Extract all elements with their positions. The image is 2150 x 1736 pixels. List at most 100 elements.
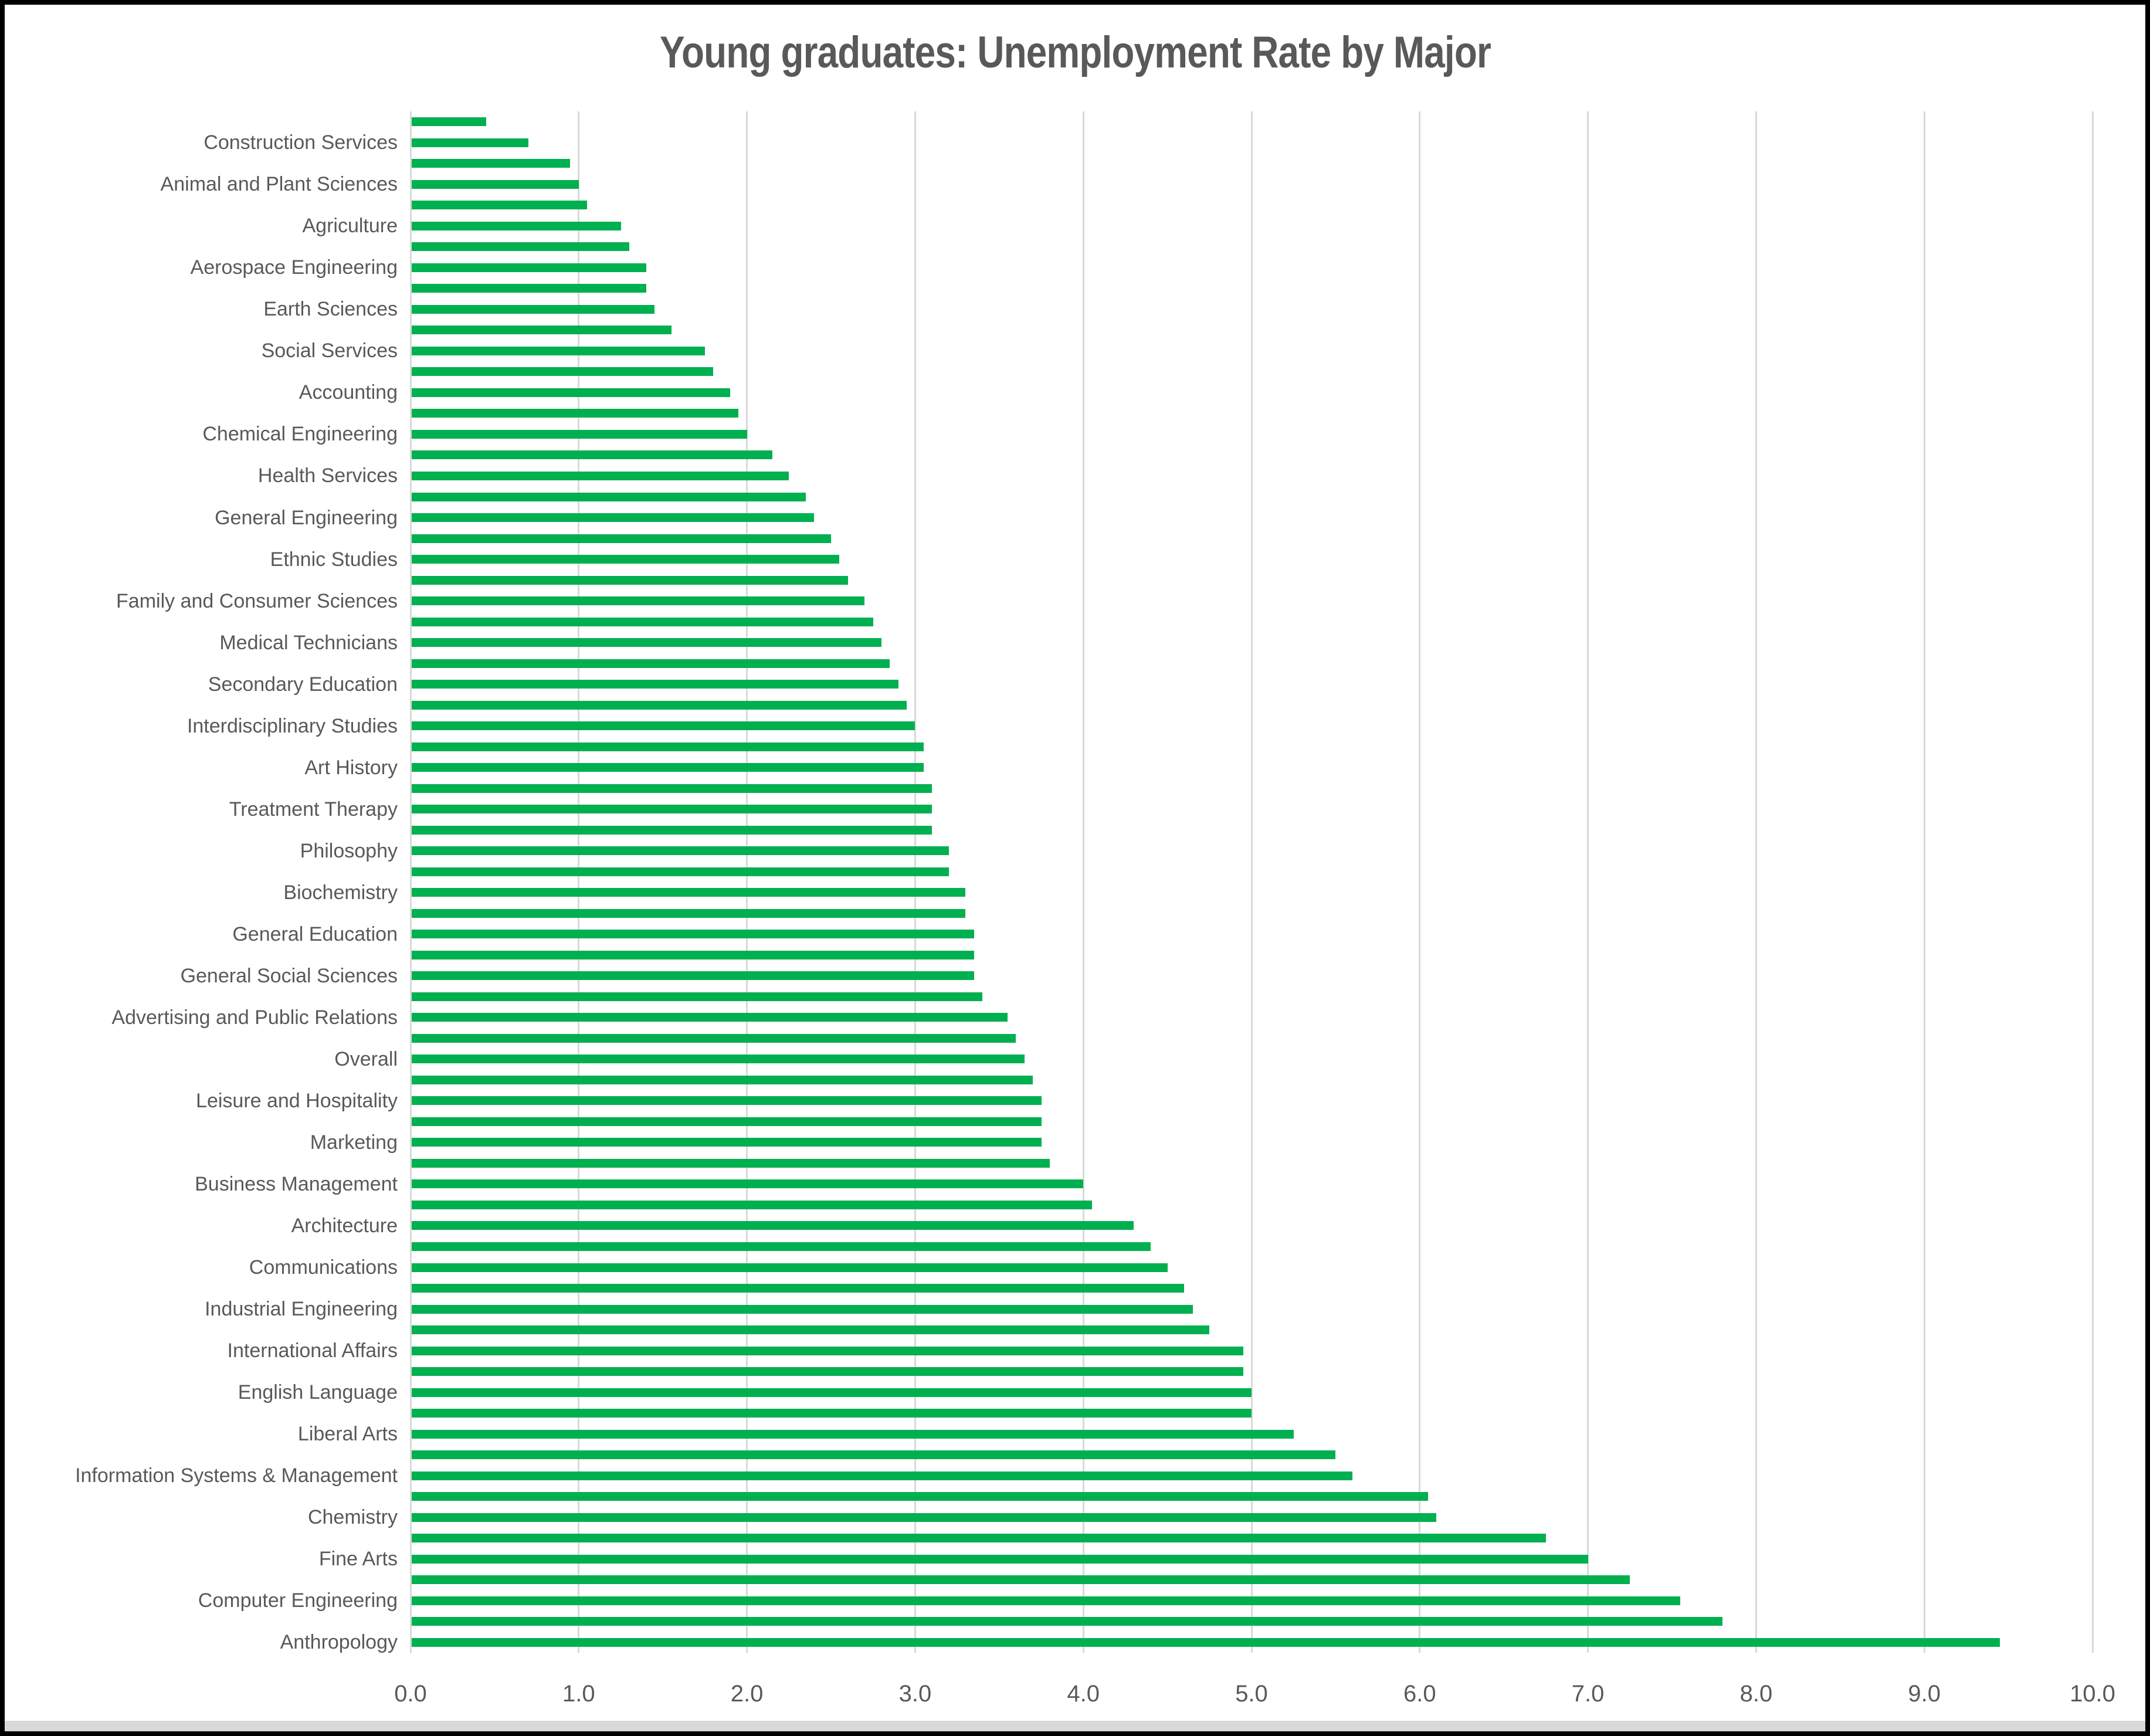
bar <box>412 1450 1336 1460</box>
x-tick-label: 6.0 <box>1403 1681 1436 1707</box>
gridline <box>1587 111 1589 1653</box>
bar <box>412 1033 1016 1043</box>
bar <box>412 742 924 751</box>
category-label: Family and Consumer Sciences <box>116 589 398 612</box>
x-tick-label: 8.0 <box>1739 1681 1773 1707</box>
bar <box>412 1534 1546 1543</box>
bar <box>412 284 646 293</box>
category-label: Advertising and Public Relations <box>111 1006 398 1029</box>
category-label: Secondary Education <box>208 673 398 696</box>
bar <box>412 1388 1252 1397</box>
gridline <box>1250 111 1253 1653</box>
bar <box>412 805 932 814</box>
bar <box>412 846 949 856</box>
category-label: General Social Sciences <box>180 964 398 987</box>
bar <box>412 1325 1210 1335</box>
category-label: Overall <box>334 1047 398 1070</box>
gridline <box>1923 111 1925 1653</box>
bar <box>412 1575 1630 1585</box>
bar <box>412 721 915 731</box>
category-label: Business Management <box>195 1172 398 1195</box>
bar <box>412 1429 1294 1439</box>
chart-title: Young graduates: Unemployment Rate by Ma… <box>5 27 2145 78</box>
bar <box>412 221 621 230</box>
category-label: Art History <box>304 756 398 779</box>
bar <box>412 492 806 501</box>
bar <box>412 1409 1252 1418</box>
bar <box>412 1617 1723 1626</box>
x-tick-label: 4.0 <box>1067 1681 1100 1707</box>
category-label: Philosophy <box>300 839 398 862</box>
bar <box>412 326 672 335</box>
x-tick-label: 0.0 <box>394 1681 427 1707</box>
x-tick-label: 1.0 <box>562 1681 595 1707</box>
category-label: Ethnic Studies <box>270 548 398 571</box>
gridline <box>1082 111 1084 1653</box>
category-label: Chemical Engineering <box>202 423 398 446</box>
bar <box>412 763 924 772</box>
bar <box>412 367 714 377</box>
bar <box>412 992 983 1001</box>
bar <box>412 971 974 981</box>
bar <box>412 1221 1134 1230</box>
bar <box>412 388 730 397</box>
category-label: Architecture <box>291 1214 398 1237</box>
chart-title-text: Young graduates: Unemployment Rate by Ma… <box>659 28 1491 77</box>
bar <box>412 930 974 939</box>
category-label: General Education <box>232 923 398 945</box>
bar <box>412 950 974 959</box>
bar <box>412 784 932 793</box>
gridline <box>578 111 580 1653</box>
bar <box>412 888 966 897</box>
gridline <box>1755 111 1757 1653</box>
category-label: Interdisciplinary Studies <box>186 714 398 737</box>
category-label: Communications <box>249 1256 398 1279</box>
bar <box>412 346 705 355</box>
category-label: Social Services <box>261 340 398 362</box>
bar <box>412 659 890 668</box>
gridline <box>2091 111 2094 1653</box>
category-label: Biochemistry <box>283 881 398 904</box>
bar <box>412 1513 1437 1522</box>
category-label: Accounting <box>299 381 398 404</box>
category-label: Liberal Arts <box>297 1423 398 1446</box>
bar <box>412 429 747 439</box>
category-label: Computer Engineering <box>198 1589 398 1612</box>
gridline <box>914 111 916 1653</box>
category-label: Marketing <box>310 1131 398 1154</box>
bar <box>412 263 646 272</box>
bar <box>412 555 840 564</box>
category-label: Animal and Plant Sciences <box>160 173 398 196</box>
category-label: General Engineering <box>215 506 398 529</box>
category-label: Health Services <box>257 464 398 487</box>
bar <box>412 1346 1243 1355</box>
bar <box>412 1055 1025 1064</box>
bar <box>412 1284 1185 1293</box>
gridline <box>746 111 748 1653</box>
x-tick-label: 7.0 <box>1571 1681 1605 1707</box>
bar <box>412 179 579 189</box>
bar <box>412 1200 1092 1209</box>
bar <box>412 1471 1353 1480</box>
bar <box>412 908 966 918</box>
gridline <box>1419 111 1421 1653</box>
bar <box>412 138 528 147</box>
bar <box>412 1138 1042 1147</box>
category-label: Aerospace Engineering <box>190 256 398 279</box>
bottom-strip <box>5 1721 2145 1731</box>
bar <box>412 617 873 626</box>
x-tick-label: 9.0 <box>1908 1681 1941 1707</box>
category-label: Agriculture <box>302 215 398 238</box>
category-label: Industrial Engineering <box>205 1298 398 1321</box>
bar <box>412 1263 1168 1272</box>
bar <box>412 1158 1050 1168</box>
x-tick-label: 10.0 <box>2070 1681 2115 1707</box>
bar <box>412 1367 1243 1376</box>
bar <box>412 1075 1033 1084</box>
x-tick-label: 2.0 <box>730 1681 764 1707</box>
bar <box>412 117 487 127</box>
category-label: Leisure and Hospitality <box>196 1089 398 1112</box>
bar <box>412 638 882 647</box>
bar <box>412 409 739 418</box>
bar <box>412 575 848 585</box>
